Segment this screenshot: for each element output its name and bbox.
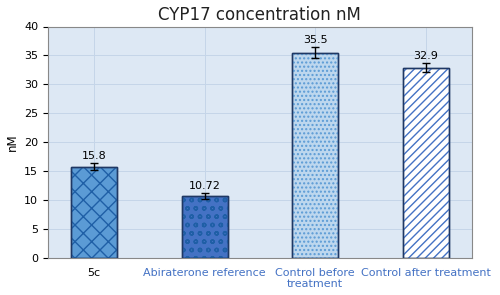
Bar <box>71 167 117 258</box>
Text: 32.9: 32.9 <box>413 51 438 61</box>
Title: CYP17 concentration nM: CYP17 concentration nM <box>158 6 361 24</box>
Bar <box>71 167 117 258</box>
Bar <box>182 196 228 258</box>
Bar <box>402 68 448 258</box>
Text: 15.8: 15.8 <box>82 151 106 161</box>
Bar <box>292 53 338 258</box>
Bar <box>292 53 338 258</box>
Bar <box>182 196 228 258</box>
Y-axis label: nM: nM <box>6 134 18 151</box>
Bar <box>402 68 448 258</box>
Bar <box>402 68 448 258</box>
Bar <box>292 53 338 258</box>
Bar <box>182 196 228 258</box>
Bar <box>71 167 117 258</box>
Text: 10.72: 10.72 <box>188 181 220 191</box>
Text: 35.5: 35.5 <box>302 35 328 45</box>
